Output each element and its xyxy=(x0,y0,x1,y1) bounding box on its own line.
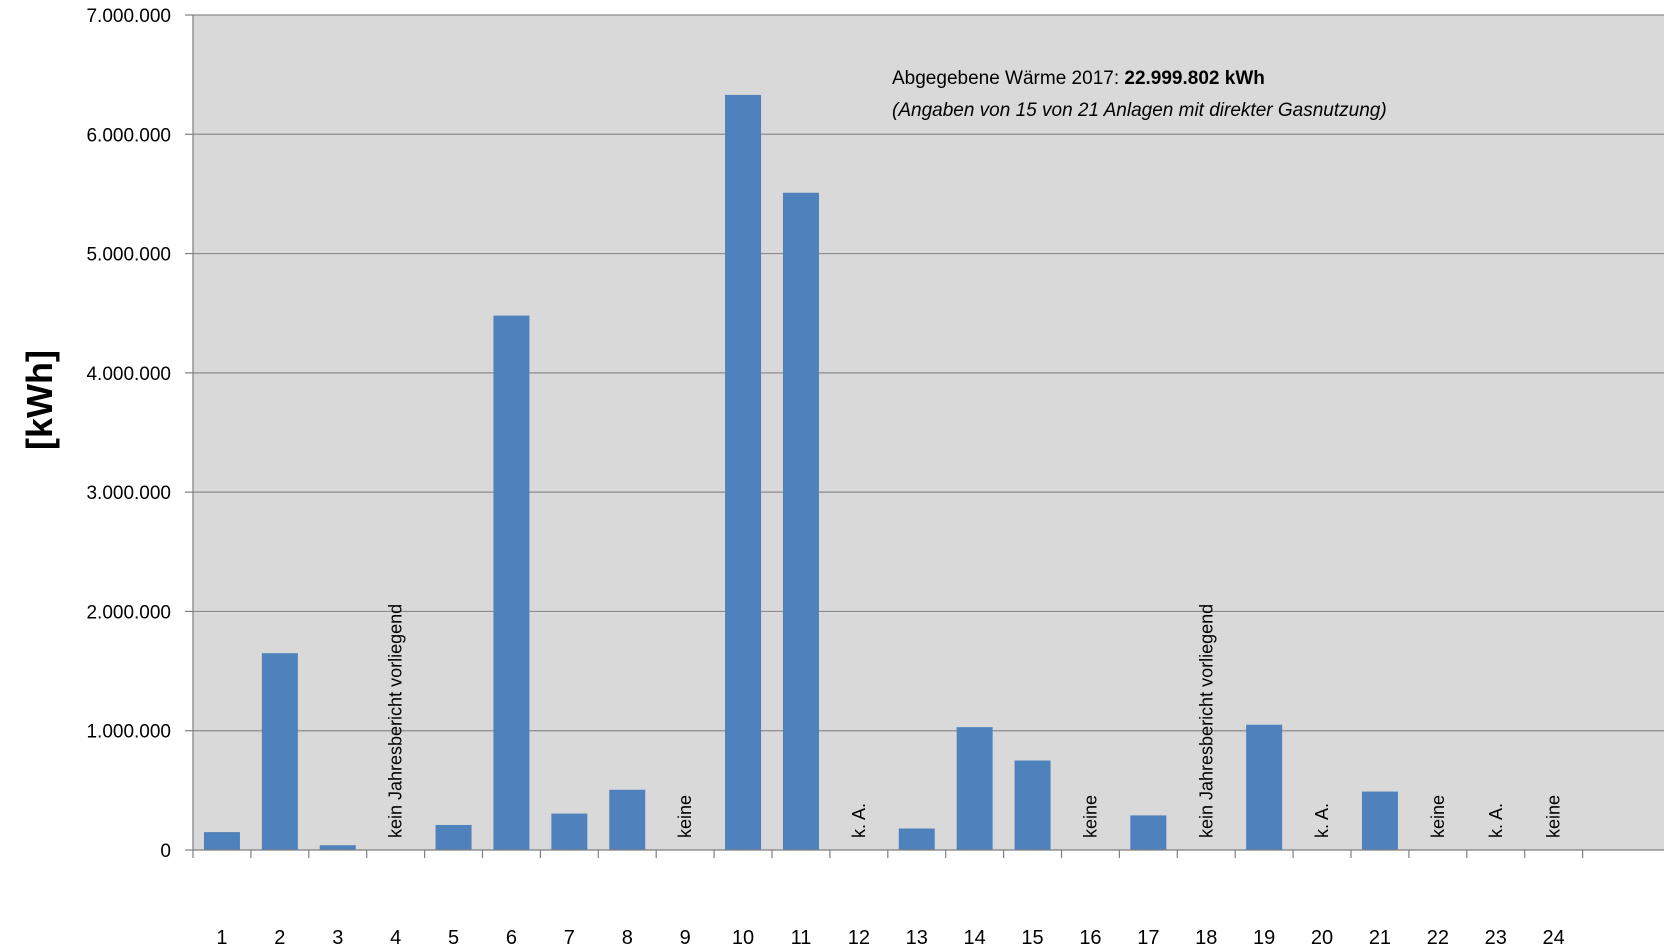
y-tick-label: 1.000.000 xyxy=(86,722,171,743)
x-tick-label: 11 xyxy=(791,927,812,949)
x-tick-label: 10 xyxy=(732,927,754,949)
x-tick-label: 6 xyxy=(506,927,517,949)
bar-7 xyxy=(551,813,588,850)
x-tick-label: 8 xyxy=(622,927,633,949)
bar-note-12: k. A. xyxy=(849,803,869,838)
bar-15 xyxy=(1014,760,1051,850)
x-tick-label: 14 xyxy=(964,927,986,949)
bar-note-22: keine xyxy=(1428,795,1448,838)
x-tick-label: 24 xyxy=(1543,927,1565,949)
bar-note-24: keine xyxy=(1544,795,1564,838)
x-tick-label: 1 xyxy=(216,927,227,949)
y-tick-label: 5.000.000 xyxy=(86,245,171,266)
bar-21 xyxy=(1361,791,1398,850)
annotation-label: Abgegebene Wärme 2017: xyxy=(892,68,1124,89)
bar-10 xyxy=(725,94,762,850)
bar-notes: kein Jahresbericht vorliegend keine k. A. k… xyxy=(386,604,1564,838)
bars xyxy=(203,94,1398,851)
y-axis-title: [kWh] xyxy=(19,350,60,450)
x-tick-label: 18 xyxy=(1195,927,1217,949)
y-axis-tick-labels: 0 1.000.000 2.000.000 3.000.000 4.000.000 5.0… xyxy=(86,6,194,862)
x-tick-label: 15 xyxy=(1021,927,1043,949)
x-tick-label: 12 xyxy=(848,927,870,949)
bar-8 xyxy=(609,789,646,850)
y-tick-label: 0 xyxy=(160,841,171,862)
bar-6 xyxy=(493,315,530,851)
bar-17 xyxy=(1130,815,1167,850)
x-tick-label: 4 xyxy=(390,927,401,949)
bar-2 xyxy=(261,653,298,850)
gridlines xyxy=(193,14,1664,732)
x-tick-label: 16 xyxy=(1079,927,1101,949)
x-tick-label: 7 xyxy=(564,927,575,949)
bar-3 xyxy=(319,845,356,850)
x-tick-label: 5 xyxy=(448,927,459,949)
bar-note-4: kein Jahresbericht vorliegend xyxy=(386,604,406,838)
bar-1 xyxy=(203,832,240,850)
bar-note-18: kein Jahresbericht vorliegend xyxy=(1196,604,1216,838)
bar-note-20: k. A. xyxy=(1312,803,1332,838)
annotation-value: 22.999.802 kWh xyxy=(1124,68,1264,89)
x-tick-label: 3 xyxy=(332,927,343,949)
bar-note-16: keine xyxy=(1080,795,1100,838)
bar-19 xyxy=(1246,724,1283,850)
bar-14 xyxy=(956,727,993,850)
bar-note-23: k. A. xyxy=(1486,803,1506,838)
annotation-note: (Angaben von 15 von 21 Anlagen mit direk… xyxy=(892,100,1387,121)
y-tick-label: 6.000.000 xyxy=(86,125,171,146)
x-tick-label: 13 xyxy=(906,927,928,949)
y-tick-label: 7.000.000 xyxy=(86,6,171,27)
plot-area xyxy=(193,15,1664,850)
bar-note-9: keine xyxy=(675,795,695,838)
bar-13 xyxy=(898,828,935,850)
bar-11 xyxy=(782,192,819,850)
x-tick-label: 23 xyxy=(1485,927,1507,949)
x-tick-label: 19 xyxy=(1253,927,1275,949)
y-tick-label: 4.000.000 xyxy=(86,364,171,385)
annotation-total-heat: Abgegebene Wärme 2017: 22.999.802 kWh xyxy=(892,68,1265,89)
y-tick-label: 3.000.000 xyxy=(86,483,171,504)
x-tick-label: 21 xyxy=(1369,927,1391,949)
y-tick-label: 2.000.000 xyxy=(86,602,171,623)
x-tick-label: 17 xyxy=(1137,927,1159,949)
x-tick-label: 20 xyxy=(1311,927,1333,949)
x-tick-label: 9 xyxy=(680,927,691,949)
x-axis: 1 2 3 4 5 6 7 8 9 10 11 12 13 14 15 16 17 18 19 20 21 22 23 24 xyxy=(192,849,1664,949)
bar-5 xyxy=(435,824,472,850)
x-tick-label: 22 xyxy=(1427,927,1449,949)
x-tick-label: 2 xyxy=(274,927,285,949)
